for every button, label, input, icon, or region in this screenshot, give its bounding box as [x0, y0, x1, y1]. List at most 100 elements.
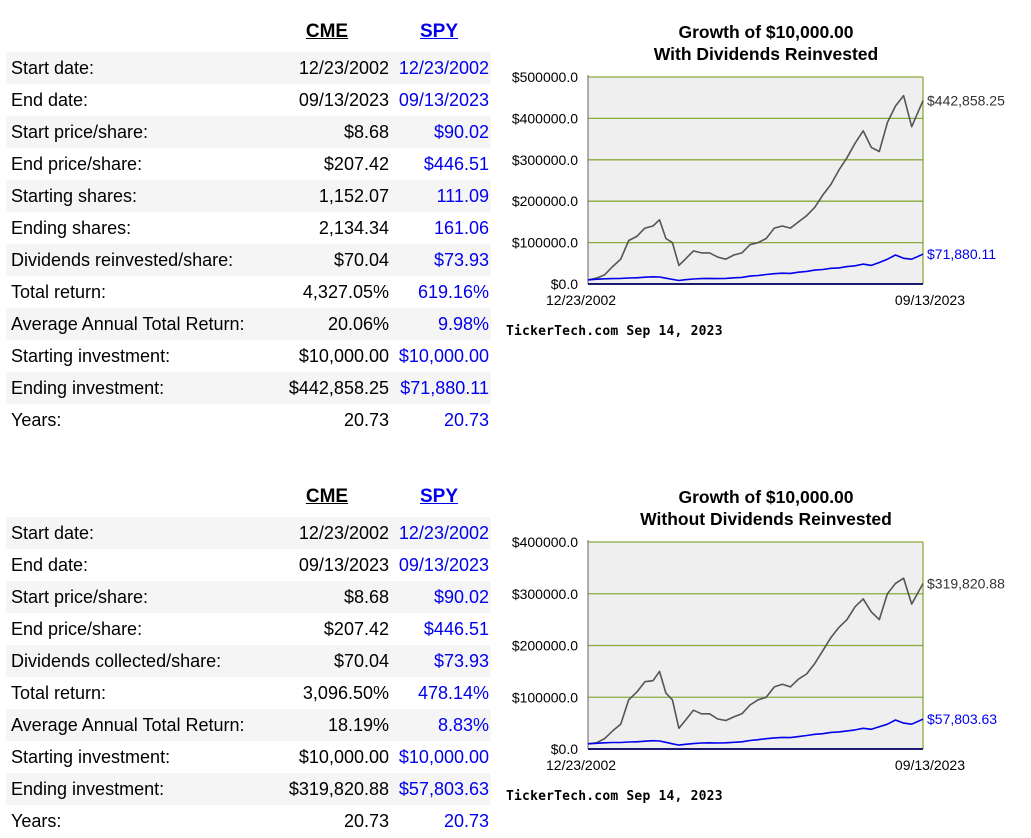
row-label: End date: [11, 89, 89, 110]
spy-value: $10,000.00 [398, 746, 489, 767]
table-row: End price/share: $207.42 $446.51 [6, 148, 491, 180]
spy-value: $73.93 [389, 244, 491, 276]
row-label: Ending investment: [6, 773, 273, 805]
row-label: Total return: [11, 281, 107, 302]
spy-value: 8.83% [389, 709, 491, 741]
cme-header-link[interactable]: CME [305, 486, 349, 507]
returns-panel-without-dividends: CME SPY Start date: 12/23/2002 12/23/2002 E… [0, 465, 1031, 838]
spy-value: $90.02 [389, 116, 491, 148]
spy-value: 111.09 [389, 180, 491, 212]
cme-value: $70.04 [273, 645, 389, 677]
y-tick-label: $200000.0 [512, 193, 578, 209]
growth-chart: $0.0 $100000.0 $200000.0 $300000.0 $400000.0… [506, 69, 1005, 339]
cme-header-link[interactable]: CME [305, 21, 349, 42]
cme-value: $10,000.00 [298, 746, 389, 767]
row-label: End price/share: [11, 153, 143, 174]
cme-value: 12/23/2002 [273, 517, 389, 549]
spy-header-link[interactable]: SPY [419, 486, 459, 507]
returns-panel-with-dividends: CME SPY Start date: 12/23/2002 12/23/2002 E… [6, 21, 1006, 436]
row-label: Starting investment: [11, 345, 171, 366]
cme-value: 20.06% [273, 308, 389, 340]
table-row: Average Annual Total Return: 18.19% 8.83% [6, 709, 491, 741]
row-label: Start date: [6, 517, 273, 549]
row-label: Total return: [11, 682, 107, 703]
spy-value: $446.51 [423, 618, 489, 639]
row-label: Dividends reinvested/share: [6, 244, 273, 276]
row-label: Starting shares: [6, 180, 273, 212]
table-row: Years: 20.73 20.73 [6, 805, 491, 837]
plot-area [588, 77, 923, 284]
spy-value: 09/13/2023 [398, 554, 489, 575]
table-row: Start price/share: $8.68 $90.02 [6, 116, 491, 148]
chart-subtitle: Without Dividends Reinvested [640, 509, 892, 529]
y-tick-label: $300000.0 [512, 586, 578, 602]
row-label: Start date: [6, 52, 273, 84]
end-value-label: $319,820.88 [927, 575, 1005, 591]
cme-value: 12/23/2002 [273, 52, 389, 84]
stats-table: Start date: 12/23/2002 12/23/2002 End date:… [6, 517, 491, 837]
chart-subtitle: With Dividends Reinvested [653, 44, 879, 64]
spy-value: 478.14% [417, 682, 489, 703]
series-line-spy [587, 718, 924, 746]
row-label: Dividends collected/share: [6, 645, 273, 677]
y-tick-label: $100000.0 [512, 689, 578, 705]
table-row: Average Annual Total Return: 20.06% 9.98% [6, 308, 491, 340]
table-row: Total return: 3,096.50% 478.14% [6, 677, 491, 709]
cme-value: 20.73 [343, 810, 389, 831]
end-value-label: $71,880.11 [927, 246, 996, 262]
end-value-label: $57,803.63 [927, 711, 997, 727]
row-label: Starting investment: [11, 746, 171, 767]
table-row: Start date: 12/23/2002 12/23/2002 [6, 517, 491, 549]
source-footer: TickerTech.com Sep 14, 2023 [506, 324, 723, 339]
chart-title-line: Growth of $10,000.00 [678, 487, 854, 507]
cme-value: $70.04 [273, 244, 389, 276]
table-row: Start date: 12/23/2002 12/23/2002 [6, 52, 491, 84]
spy-value: $10,000.00 [398, 345, 489, 366]
source-footer: TickerTech.com Sep 14, 2023 [506, 789, 723, 804]
table-row: Years: 20.73 20.73 [6, 404, 491, 436]
chart-title: Growth of $10,000.00 Without Dividends R… [596, 486, 936, 530]
y-tick-label: $400000.0 [512, 534, 578, 550]
table-row: Dividends collected/share: $70.04 $73.93 [6, 645, 491, 677]
x-start-label: 12/23/2002 [546, 757, 616, 773]
cme-value: $207.42 [323, 618, 389, 639]
table-row: End price/share: $207.42 $446.51 [6, 613, 491, 645]
row-label: End price/share: [11, 618, 143, 639]
table-row: Dividends reinvested/share: $70.04 $73.93 [6, 244, 491, 276]
y-tick-label: $300000.0 [512, 152, 578, 168]
spy-value: $73.93 [389, 645, 491, 677]
series-line-spy [587, 253, 924, 282]
y-tick-label: $0.0 [551, 741, 578, 757]
cme-value: 2,134.34 [318, 217, 389, 238]
cme-value: $319,820.88 [273, 773, 389, 805]
y-tick-label: $0.0 [551, 276, 578, 292]
cme-value: 20.73 [343, 409, 389, 430]
row-label: Average Annual Total Return: [6, 308, 273, 340]
spy-value: 12/23/2002 [389, 517, 491, 549]
spy-value: 09/13/2023 [398, 89, 489, 110]
spy-value: $57,803.63 [389, 773, 491, 805]
chart-title-line: Growth of $10,000.00 [678, 22, 854, 42]
cme-value: 18.19% [273, 709, 389, 741]
cme-value: $207.42 [323, 153, 389, 174]
spy-value: 9.98% [389, 308, 491, 340]
growth-chart: $0.0 $100000.0 $200000.0 $300000.0 $400000.0… [506, 534, 1005, 804]
cme-value: 3,096.50% [302, 682, 389, 703]
cme-value: 09/13/2023 [298, 554, 389, 575]
table-row: Starting investment: $10,000.00 $10,000.00 [6, 340, 491, 372]
y-tick-label: $100000.0 [512, 235, 578, 251]
spy-value: 20.73 [443, 409, 489, 430]
cme-value: $8.68 [273, 116, 389, 148]
cme-value: $8.68 [273, 581, 389, 613]
table-row: Ending investment: $319,820.88 $57,803.63 [6, 773, 491, 805]
row-label: Average Annual Total Return: [6, 709, 273, 741]
row-label: Years: [11, 810, 62, 831]
x-end-label: 09/13/2023 [895, 757, 965, 773]
x-end-label: 09/13/2023 [895, 292, 965, 308]
row-label: Start price/share: [6, 116, 273, 148]
row-label: Start price/share: [6, 581, 273, 613]
spy-header-link[interactable]: SPY [419, 21, 459, 42]
series-line-cme [587, 577, 924, 745]
spy-value: $71,880.11 [389, 372, 491, 404]
cme-value: 09/13/2023 [298, 89, 389, 110]
